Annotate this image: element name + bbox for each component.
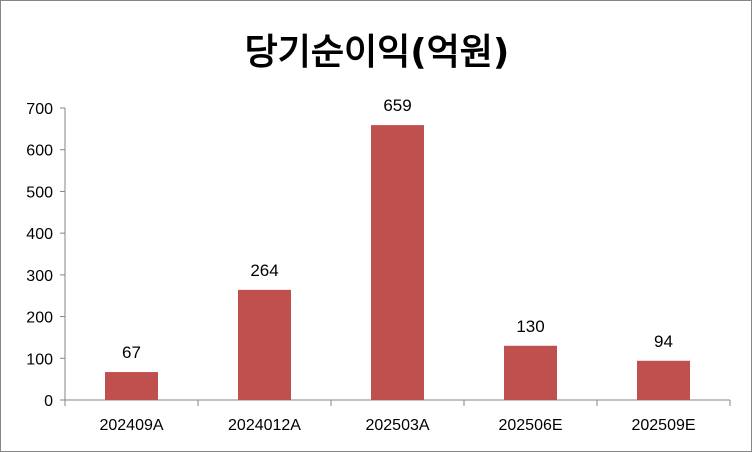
y-tick-label: 600 (26, 143, 53, 160)
y-tick-label: 0 (44, 393, 53, 410)
data-label: 94 (654, 332, 673, 351)
x-tick-label: 202409A (99, 417, 163, 434)
chart-title: 당기순이익(억원) (245, 32, 510, 73)
x-tick-label: 202506E (498, 417, 562, 434)
bar (371, 125, 424, 401)
x-tick-label: 2024012A (228, 417, 301, 434)
data-label: 264 (250, 261, 278, 280)
bar (238, 289, 291, 400)
x-tick-label: 202509E (631, 417, 695, 434)
y-tick-label: 500 (26, 184, 53, 201)
y-tick-label: 400 (26, 226, 53, 243)
y-tick-label: 200 (26, 310, 53, 327)
x-tick-label: 202503A (365, 417, 429, 434)
y-tick-label: 100 (26, 351, 53, 368)
data-label: 67 (122, 343, 141, 362)
data-label: 130 (516, 317, 544, 336)
bar (637, 360, 690, 400)
y-tick-label: 300 (26, 268, 53, 285)
data-label: 659 (383, 96, 411, 115)
y-tick-label: 700 (26, 101, 53, 118)
bar (105, 372, 158, 400)
plot-area: 0 100 200 300 400 500 600 700 67 202409A 264 202401… (26, 96, 731, 434)
bar (504, 345, 557, 400)
